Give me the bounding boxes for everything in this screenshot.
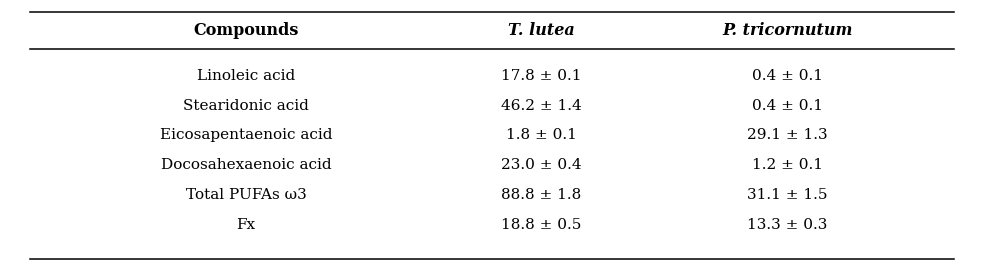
- Text: 0.4 ± 0.1: 0.4 ± 0.1: [752, 99, 823, 113]
- Text: 29.1 ± 1.3: 29.1 ± 1.3: [747, 128, 828, 142]
- Text: 23.0 ± 0.4: 23.0 ± 0.4: [501, 158, 582, 172]
- Text: P. tricornutum: P. tricornutum: [722, 22, 852, 39]
- Text: 13.3 ± 0.3: 13.3 ± 0.3: [747, 218, 828, 232]
- Text: 46.2 ± 1.4: 46.2 ± 1.4: [501, 99, 582, 113]
- Text: Stearidonic acid: Stearidonic acid: [183, 99, 309, 113]
- Text: Fx: Fx: [236, 218, 256, 232]
- Text: 88.8 ± 1.8: 88.8 ± 1.8: [501, 188, 582, 202]
- Text: Compounds: Compounds: [193, 22, 299, 39]
- Text: 18.8 ± 0.5: 18.8 ± 0.5: [501, 218, 582, 232]
- Text: 17.8 ± 0.1: 17.8 ± 0.1: [501, 69, 582, 83]
- Text: 31.1 ± 1.5: 31.1 ± 1.5: [747, 188, 828, 202]
- Text: Docosahexaenoic acid: Docosahexaenoic acid: [160, 158, 332, 172]
- Text: Eicosapentaenoic acid: Eicosapentaenoic acid: [159, 128, 333, 142]
- Text: Linoleic acid: Linoleic acid: [197, 69, 295, 83]
- Text: Total PUFAs ω3: Total PUFAs ω3: [186, 188, 306, 202]
- Text: 1.8 ± 0.1: 1.8 ± 0.1: [506, 128, 577, 142]
- Text: T. lutea: T. lutea: [508, 22, 575, 39]
- Text: 1.2 ± 0.1: 1.2 ± 0.1: [752, 158, 823, 172]
- Text: 0.4 ± 0.1: 0.4 ± 0.1: [752, 69, 823, 83]
